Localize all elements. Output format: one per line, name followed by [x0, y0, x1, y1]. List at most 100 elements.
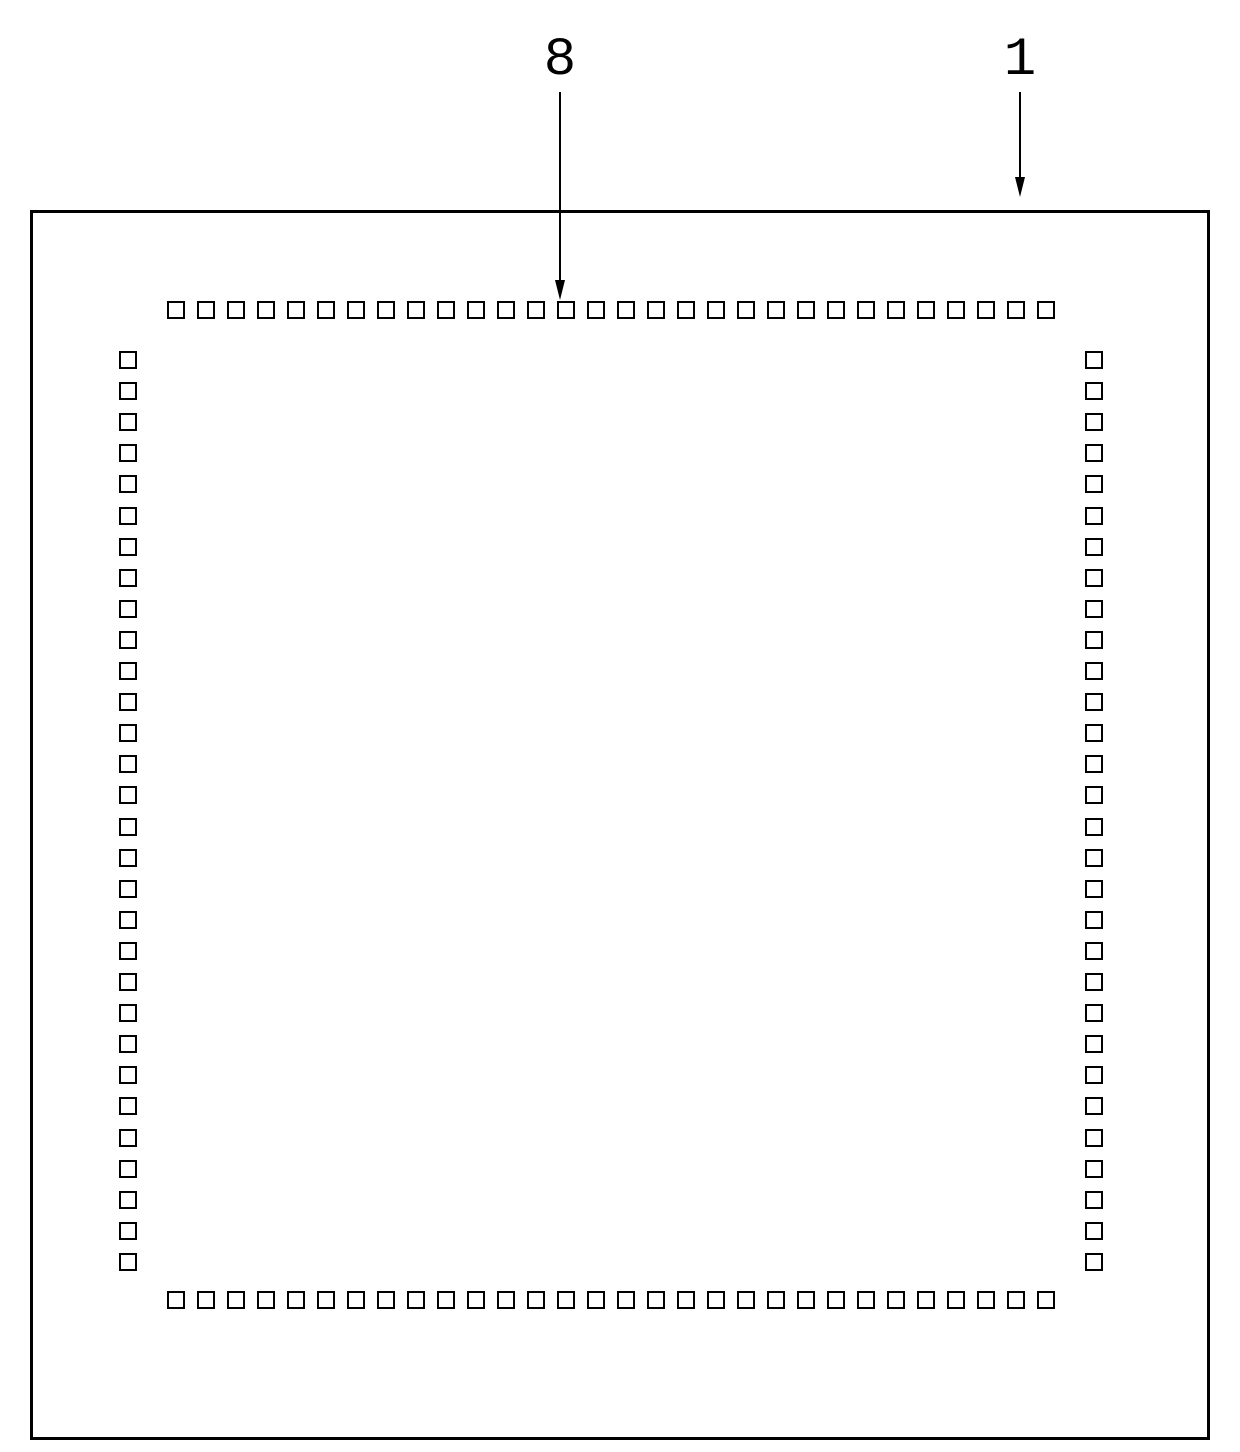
callout-label-8: 8	[544, 30, 576, 91]
pad-square	[1037, 1291, 1055, 1309]
pad-square	[977, 301, 995, 319]
pad-square	[119, 1253, 137, 1271]
pad-square	[287, 1291, 305, 1309]
callout-arrow-head-1	[1015, 177, 1025, 197]
pad-square	[707, 1291, 725, 1309]
pad-square	[1085, 1129, 1103, 1147]
pad-square	[647, 1291, 665, 1309]
pad-square	[917, 301, 935, 319]
callout-text: 1	[1004, 30, 1036, 91]
pad-square	[1085, 631, 1103, 649]
pad-square	[587, 1291, 605, 1309]
pad-square	[1085, 1004, 1103, 1022]
pad-square	[1085, 755, 1103, 773]
pad-square	[119, 1191, 137, 1209]
pad-square	[1085, 724, 1103, 742]
pad-square	[887, 301, 905, 319]
pad-square	[497, 301, 515, 319]
pad-square	[647, 301, 665, 319]
pad-square	[1085, 413, 1103, 431]
pad-square	[947, 301, 965, 319]
pad-square	[827, 1291, 845, 1309]
pad-square	[797, 1291, 815, 1309]
pad-square	[119, 382, 137, 400]
pad-square	[1085, 507, 1103, 525]
pad-square	[197, 301, 215, 319]
pad-square	[857, 301, 875, 319]
pad-square	[119, 942, 137, 960]
pad-square	[287, 301, 305, 319]
pad-square	[257, 1291, 275, 1309]
pad-square	[119, 911, 137, 929]
pad-square	[119, 973, 137, 991]
pad-square	[1085, 849, 1103, 867]
pad-square	[527, 301, 545, 319]
pad-square	[119, 1097, 137, 1115]
pad-square	[377, 301, 395, 319]
pad-square	[467, 1291, 485, 1309]
pad-square	[119, 818, 137, 836]
pad-square	[1085, 1191, 1103, 1209]
callout-text: 8	[544, 30, 576, 91]
pad-square	[947, 1291, 965, 1309]
pad-square	[119, 880, 137, 898]
diagram-canvas: 8 1	[0, 0, 1240, 1452]
pad-square	[227, 301, 245, 319]
pad-square	[1085, 911, 1103, 929]
pad-square	[317, 1291, 335, 1309]
pad-square	[1037, 301, 1055, 319]
callout-label-1: 1	[1004, 30, 1036, 91]
pad-square	[707, 301, 725, 319]
pad-square	[1085, 880, 1103, 898]
pad-square	[119, 1004, 137, 1022]
pad-square	[1085, 600, 1103, 618]
pad-square	[1085, 1097, 1103, 1115]
pad-square	[119, 1160, 137, 1178]
pad-square	[617, 301, 635, 319]
pad-square	[1085, 942, 1103, 960]
pad-square	[119, 538, 137, 556]
pad-square	[1085, 351, 1103, 369]
pad-square	[119, 600, 137, 618]
pad-square	[527, 1291, 545, 1309]
pad-square	[167, 1291, 185, 1309]
pad-square	[347, 301, 365, 319]
pad-square	[119, 755, 137, 773]
pad-square	[587, 301, 605, 319]
pad-square	[119, 475, 137, 493]
pad-square	[119, 1129, 137, 1147]
pad-square	[1085, 662, 1103, 680]
pad-square	[437, 301, 455, 319]
pad-square	[1085, 382, 1103, 400]
pad-square	[197, 1291, 215, 1309]
pad-square	[119, 849, 137, 867]
pad-square	[119, 1066, 137, 1084]
pad-square	[377, 1291, 395, 1309]
pad-square	[1007, 1291, 1025, 1309]
pad-square	[1085, 444, 1103, 462]
pad-square	[407, 301, 425, 319]
pad-square	[119, 724, 137, 742]
pad-square	[977, 1291, 995, 1309]
pad-square	[767, 301, 785, 319]
pad-square	[437, 1291, 455, 1309]
pad-square	[119, 662, 137, 680]
pad-square	[119, 351, 137, 369]
pad-square	[119, 1035, 137, 1053]
pad-square	[1085, 538, 1103, 556]
pad-square	[119, 693, 137, 711]
pad-square	[467, 301, 485, 319]
pad-square	[827, 301, 845, 319]
outer-rectangle	[30, 210, 1210, 1440]
pad-square	[167, 301, 185, 319]
pad-square	[767, 1291, 785, 1309]
pad-square	[887, 1291, 905, 1309]
pad-square	[119, 631, 137, 649]
callout-arrow-line-1	[1019, 92, 1021, 177]
pad-square	[557, 301, 575, 319]
pad-square	[119, 507, 137, 525]
pad-square	[119, 1222, 137, 1240]
pad-square	[407, 1291, 425, 1309]
pad-square	[1085, 693, 1103, 711]
pad-square	[119, 786, 137, 804]
